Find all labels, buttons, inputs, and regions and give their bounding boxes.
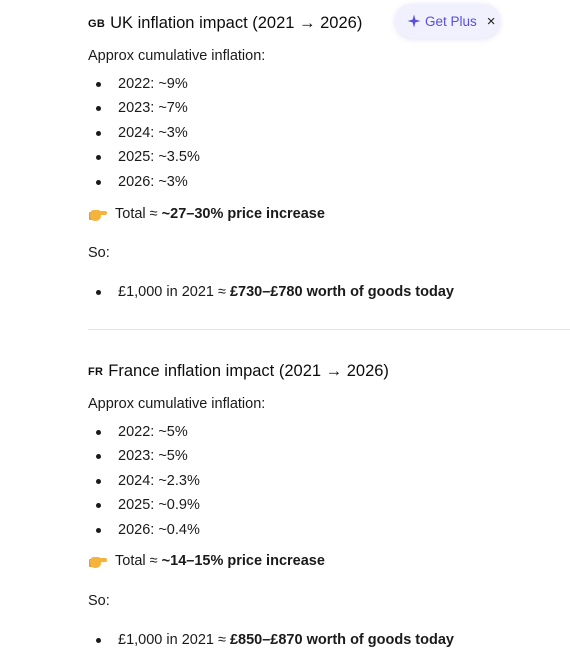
fr-total-prefix: Total ≈ xyxy=(115,553,162,569)
bullet-icon xyxy=(96,430,101,435)
list-item: 2023: ~5% xyxy=(88,446,570,470)
bullet-icon xyxy=(96,290,101,295)
fr-so: So: xyxy=(88,593,110,609)
uk-so: So: xyxy=(88,245,110,261)
fr-flag-icon: FR xyxy=(88,366,104,378)
bullet-icon xyxy=(96,179,101,185)
bullet-icon xyxy=(96,82,101,87)
close-icon[interactable]: × xyxy=(486,12,496,30)
list-item: 2023: ~7% xyxy=(88,98,570,122)
bullet-icon xyxy=(96,503,101,509)
uk-total-prefix: Total ≈ xyxy=(115,206,162,222)
fr-total: Total ≈ ~14–15% price increase xyxy=(89,551,325,571)
bullet-icon xyxy=(96,454,101,460)
uk-section-title: GB UK inflation impact (2021 → 2026) xyxy=(88,11,570,35)
uk-result-list: £1,000 in 2021 ≈ £730–£780 worth of good… xyxy=(88,282,570,306)
uk-total-value: ~27–30% price increase xyxy=(161,206,325,222)
list-item: 2025: ~3.5% xyxy=(88,147,570,171)
list-item: £1,000 in 2021 ≈ £850–£870 worth of good… xyxy=(88,630,570,654)
uk-section: GB UK inflation impact (2021 → 2026) xyxy=(88,11,570,35)
list-item: 2026: ~3% xyxy=(88,172,570,196)
fr-intro: Approx cumulative inflation: xyxy=(88,396,266,412)
bullet-icon xyxy=(96,130,101,136)
uk-title-text: UK inflation impact (2021 → 2026) xyxy=(110,14,363,32)
list-item: 2022: ~9% xyxy=(88,74,570,98)
gb-flag-icon: GB xyxy=(88,18,106,30)
uk-intro: Approx cumulative inflation: xyxy=(88,48,266,64)
get-plus-button[interactable]: Get Plus xyxy=(425,13,477,29)
bullet-icon xyxy=(96,155,101,161)
fr-inflation-list: 2022: ~5% 2023: ~5% 2024: ~2.3% 2025: ~0… xyxy=(88,422,570,544)
fr-total-value: ~14–15% price increase xyxy=(161,553,325,569)
list-item: 2024: ~3% xyxy=(88,123,570,147)
list-item: 2025: ~0.9% xyxy=(88,495,570,519)
list-item: £1,000 in 2021 ≈ £730–£780 worth of good… xyxy=(88,282,570,306)
bullet-icon xyxy=(96,527,101,533)
sparkle-icon xyxy=(407,14,421,28)
list-item: 2024: ~2.3% xyxy=(88,471,570,495)
fr-result-list: £1,000 in 2021 ≈ £850–£870 worth of good… xyxy=(88,630,570,654)
uk-inflation-list: 2022: ~9% 2023: ~7% 2024: ~3% 2025: ~3.5… xyxy=(88,74,570,196)
bullet-icon xyxy=(96,106,101,112)
pointing-hand-icon xyxy=(89,554,107,568)
fr-title-text: France inflation impact (2021 → 2026) xyxy=(108,362,389,380)
pointing-hand-icon xyxy=(89,207,107,221)
list-item: 2022: ~5% xyxy=(88,422,570,446)
fr-section: FR France inflation impact (2021 → 2026) xyxy=(88,359,570,383)
get-plus-banner[interactable]: Get Plus × xyxy=(395,4,500,38)
fr-section-title: FR France inflation impact (2021 → 2026) xyxy=(88,359,570,383)
bullet-icon xyxy=(96,638,101,643)
uk-total: Total ≈ ~27–30% price increase xyxy=(89,204,325,224)
section-divider xyxy=(88,329,570,330)
list-item: 2026: ~0.4% xyxy=(88,520,570,544)
bullet-icon xyxy=(96,478,101,484)
